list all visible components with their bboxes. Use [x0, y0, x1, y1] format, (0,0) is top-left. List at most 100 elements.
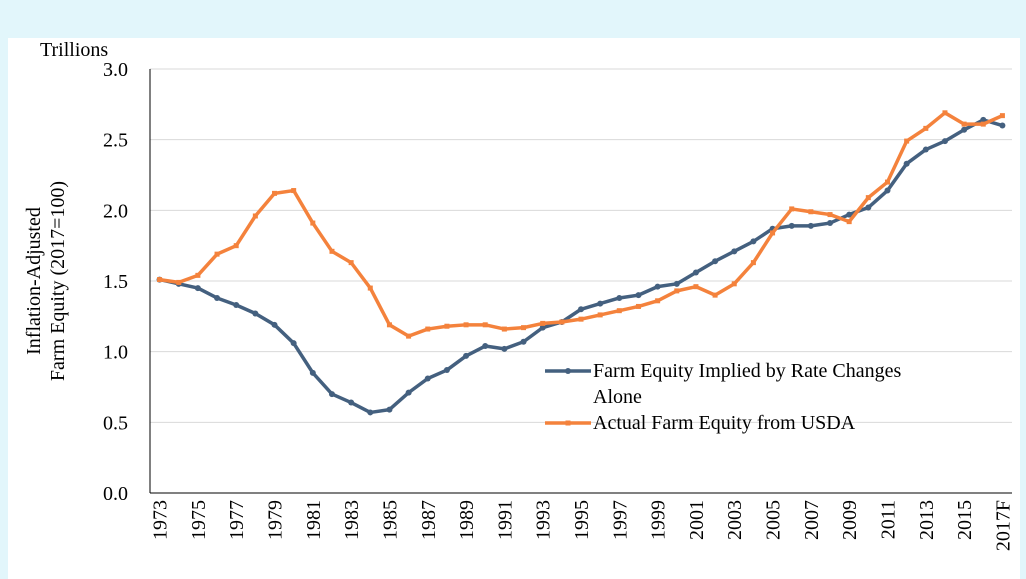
x-tick-label: 1983 — [341, 500, 363, 540]
point — [386, 406, 393, 413]
point — [195, 272, 201, 278]
point — [673, 280, 680, 287]
point — [846, 211, 853, 218]
point — [808, 209, 814, 215]
point — [692, 269, 699, 276]
x-tick-label: 1993 — [533, 500, 555, 540]
y-axis-label: Farm Equity (2017=100) — [47, 181, 69, 381]
point — [980, 121, 986, 127]
x-tick-label: 1995 — [571, 500, 593, 540]
point — [443, 367, 450, 374]
legend-swatch — [545, 368, 591, 374]
legend-item: Actual Farm Equity from USDA — [545, 410, 933, 436]
x-tick-label: 1985 — [379, 500, 401, 540]
y-tick-label: 1.0 — [103, 342, 128, 364]
point — [961, 126, 968, 133]
legend-label: Actual Farm Equity from USDA — [593, 412, 856, 434]
x-tick-label: 1975 — [188, 500, 210, 540]
point — [386, 322, 392, 328]
point — [290, 340, 297, 347]
point — [942, 110, 948, 116]
y-tick-label: 0.5 — [103, 412, 128, 434]
point — [214, 251, 220, 257]
point — [597, 312, 603, 318]
point — [367, 285, 373, 291]
point — [520, 338, 527, 345]
point — [310, 220, 316, 226]
legend-item: Farm Equity Implied by Rate Changes Alon… — [545, 358, 933, 410]
point — [865, 204, 872, 211]
x-tick-label: 2013 — [916, 500, 938, 540]
point — [501, 345, 508, 352]
point — [941, 138, 948, 145]
point — [884, 179, 890, 185]
point — [348, 399, 355, 406]
legend-label: Farm Equity Implied by Rate Changes Alon… — [593, 360, 902, 408]
point — [482, 322, 488, 328]
x-tick-label: 1973 — [150, 500, 172, 540]
y-tick-label: 2.5 — [103, 130, 128, 152]
point — [176, 279, 182, 285]
x-tick-label: 1997 — [609, 500, 631, 540]
point — [999, 113, 1005, 119]
y-tick-label: 0.0 — [103, 483, 128, 505]
legend-marker — [565, 420, 571, 426]
point — [827, 220, 834, 227]
point — [272, 190, 278, 196]
point — [961, 121, 967, 127]
x-tick-label: 2017F — [992, 500, 1014, 551]
point — [655, 298, 661, 304]
point — [654, 283, 661, 290]
point — [463, 352, 470, 359]
point — [807, 222, 814, 229]
point — [731, 281, 737, 287]
point — [252, 213, 258, 219]
point — [271, 321, 278, 328]
point — [750, 238, 757, 245]
point — [348, 260, 354, 266]
point — [903, 160, 910, 167]
point — [425, 326, 431, 332]
point — [578, 316, 584, 322]
y-tick-label: 2.0 — [103, 200, 128, 222]
point — [328, 391, 335, 398]
point — [980, 116, 987, 123]
point — [904, 138, 910, 144]
point — [482, 343, 489, 350]
x-tick-label: 1987 — [418, 500, 440, 540]
point — [712, 292, 718, 298]
point — [846, 219, 852, 225]
point — [424, 375, 431, 382]
x-tick-label: 1999 — [648, 500, 670, 540]
point — [463, 322, 469, 328]
y-tick-label: 1.5 — [103, 271, 128, 293]
x-tick-label: 1981 — [303, 500, 325, 540]
legend: Farm Equity Implied by Rate Changes Alon… — [545, 358, 933, 436]
point — [693, 284, 699, 290]
point — [309, 369, 316, 376]
x-tick-label: 1977 — [226, 500, 248, 540]
point — [712, 258, 719, 265]
x-tick-label: 2009 — [839, 500, 861, 540]
point — [367, 409, 374, 416]
point — [521, 325, 527, 331]
point — [329, 248, 335, 254]
point — [616, 294, 623, 301]
point — [444, 323, 450, 329]
point — [865, 195, 871, 201]
point — [291, 188, 297, 194]
x-tick-label: 2001 — [686, 500, 708, 540]
point — [635, 292, 642, 299]
point — [616, 308, 622, 314]
y-tick-label: 3.0 — [103, 59, 128, 81]
point — [674, 288, 680, 294]
point — [194, 285, 201, 292]
x-tick-label: 2015 — [954, 500, 976, 540]
point — [214, 294, 221, 301]
point — [559, 319, 565, 325]
point — [233, 302, 240, 309]
point — [252, 310, 259, 317]
x-tick-label: 2003 — [724, 500, 746, 540]
